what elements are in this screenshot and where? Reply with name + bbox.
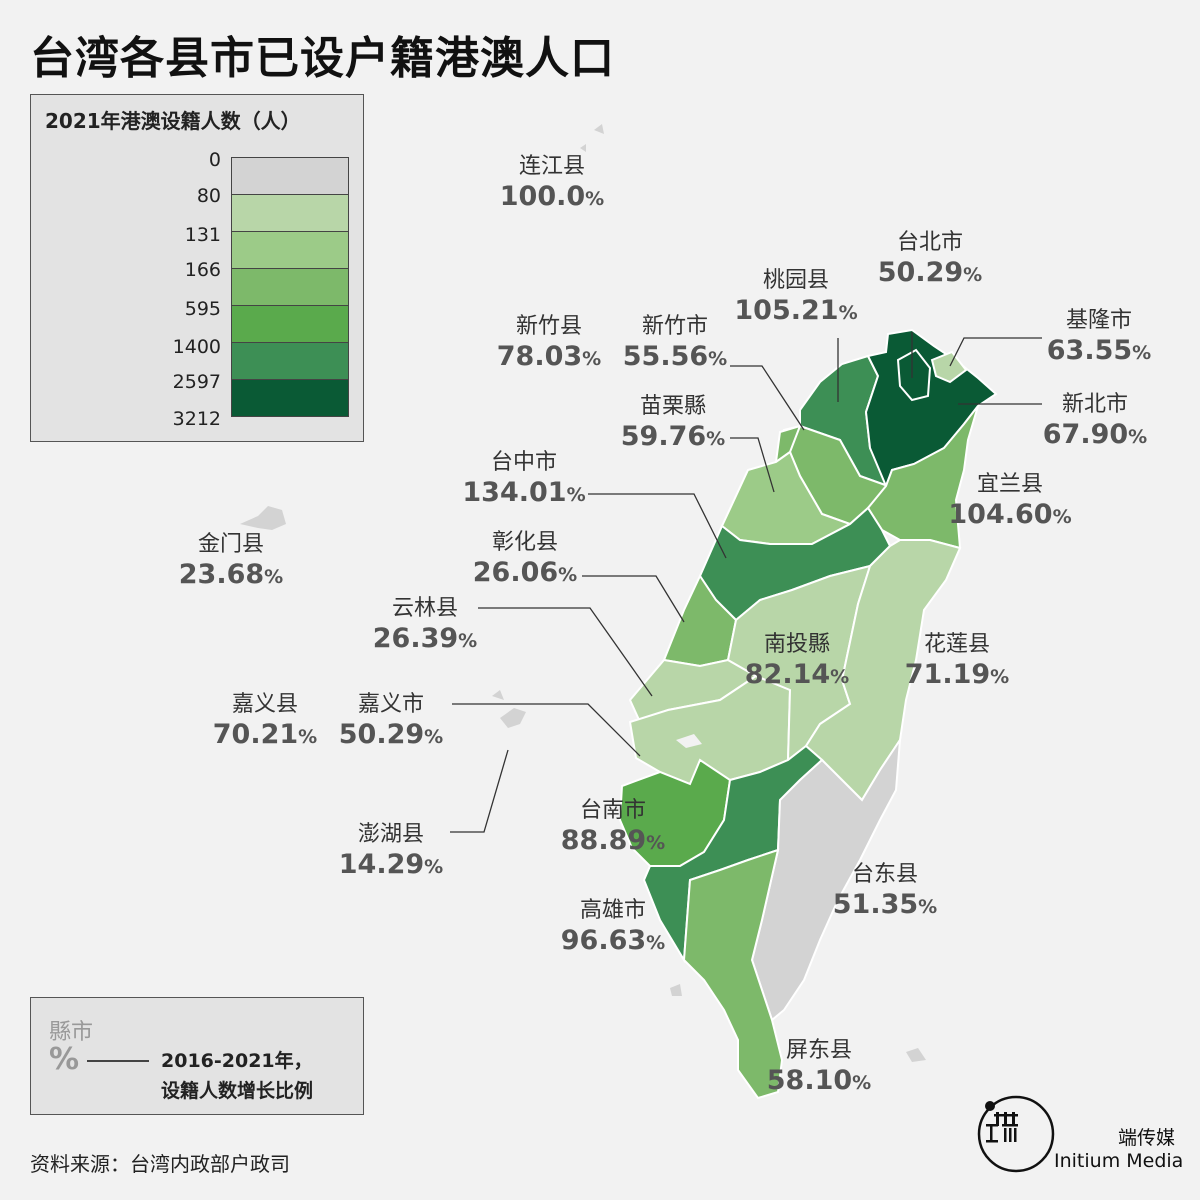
label-hsinchu-city: 新竹市 55.56% [622,314,728,372]
legend-value: 2597 [172,371,221,393]
label-tainan: 台南市 88.89% [560,798,666,856]
label-taipei: 台北市 50.29% [877,230,983,288]
key-explanation: 2016-2021年， 设籍人数增长比例 [161,1050,314,1102]
penghu-island [500,708,526,728]
penghu-island [492,690,504,700]
label-yilan: 宜兰县 104.60% [948,472,1072,530]
legend-value: 3212 [172,408,221,430]
legend-swatch [231,194,349,232]
label-taoyuan: 桃园县 105.21% [734,268,858,326]
leader-lines [450,332,1042,833]
orchid-islet [670,984,682,996]
label-penghu: 澎湖县 14.29% [338,822,444,880]
region-keelung [930,350,968,384]
brand-name-cn: 端传媒 [1118,1127,1176,1149]
initium-logo-icon [977,1095,1055,1173]
key-percent-label: % [49,1042,80,1077]
label-taichung: 台中市 134.01% [462,450,586,508]
region-pingtung [682,848,784,1100]
legend-swatch [231,379,349,417]
source-note: 资料来源：台湾内政部户政司 [30,1152,290,1176]
label-new-taipei: 新北市 67.90% [1042,392,1148,450]
legend-box: 2021年港澳设籍人数（人） 0 80 131 166 595 1400 259… [30,94,364,442]
label-chiayi-county: 嘉义县 70.21% [212,692,318,750]
label-pingtung: 屏东县 58.10% [766,1038,872,1096]
region-taipei [896,348,932,402]
legend-swatch [231,305,349,343]
legend-value: 131 [184,224,221,246]
label-miaoli: 苗栗縣 59.76% [620,394,726,452]
label-changhua: 彰化县 26.06% [472,530,578,588]
label-lienchiang: 连江县 100.0% [499,154,605,212]
legend-value: 0 [208,149,221,171]
legend-value: 80 [196,185,221,207]
region-chiayi-city-lake [676,734,702,748]
label-nantou: 南投縣 82.14% [744,632,850,690]
matsu-islet [580,144,586,152]
legend-value: 166 [184,259,221,281]
key-county-label: 縣市 [49,1020,94,1045]
legend-swatch [231,231,349,269]
green-island [906,1048,926,1062]
region-taitung [750,736,902,1022]
label-keelung: 基隆市 63.55% [1046,308,1152,366]
label-kinmen: 金门县 23.68% [178,532,284,590]
matsu-islet [594,124,604,134]
legend-value: 1400 [172,336,221,358]
label-yunlin: 云林县 26.39% [372,596,478,654]
label-hsinchu-county: 新竹县 78.03% [496,314,602,372]
legend-swatch [231,268,349,306]
brand-name-en: Initium Media [1054,1150,1184,1172]
region-yilan [866,405,979,550]
kinmen-island [240,506,286,530]
legend-value: 595 [184,298,221,320]
key-leader-line [87,1060,149,1062]
label-taitung: 台东县 51.35% [832,862,938,920]
label-chiayi-city: 嘉义市 50.29% [338,692,444,750]
legend-swatch [231,342,349,380]
legend-title: 2021年港澳设籍人数（人） [45,109,301,133]
reading-key-box: 縣市 % 2016-2021年， 设籍人数增长比例 [30,997,364,1115]
label-hualien: 花莲县 71.19% [904,632,1010,690]
map-title: 台湾各县市已设户籍港澳人口 [30,33,615,84]
label-kaohsiung: 高雄市 96.63% [560,898,666,956]
legend-swatch [231,157,349,195]
